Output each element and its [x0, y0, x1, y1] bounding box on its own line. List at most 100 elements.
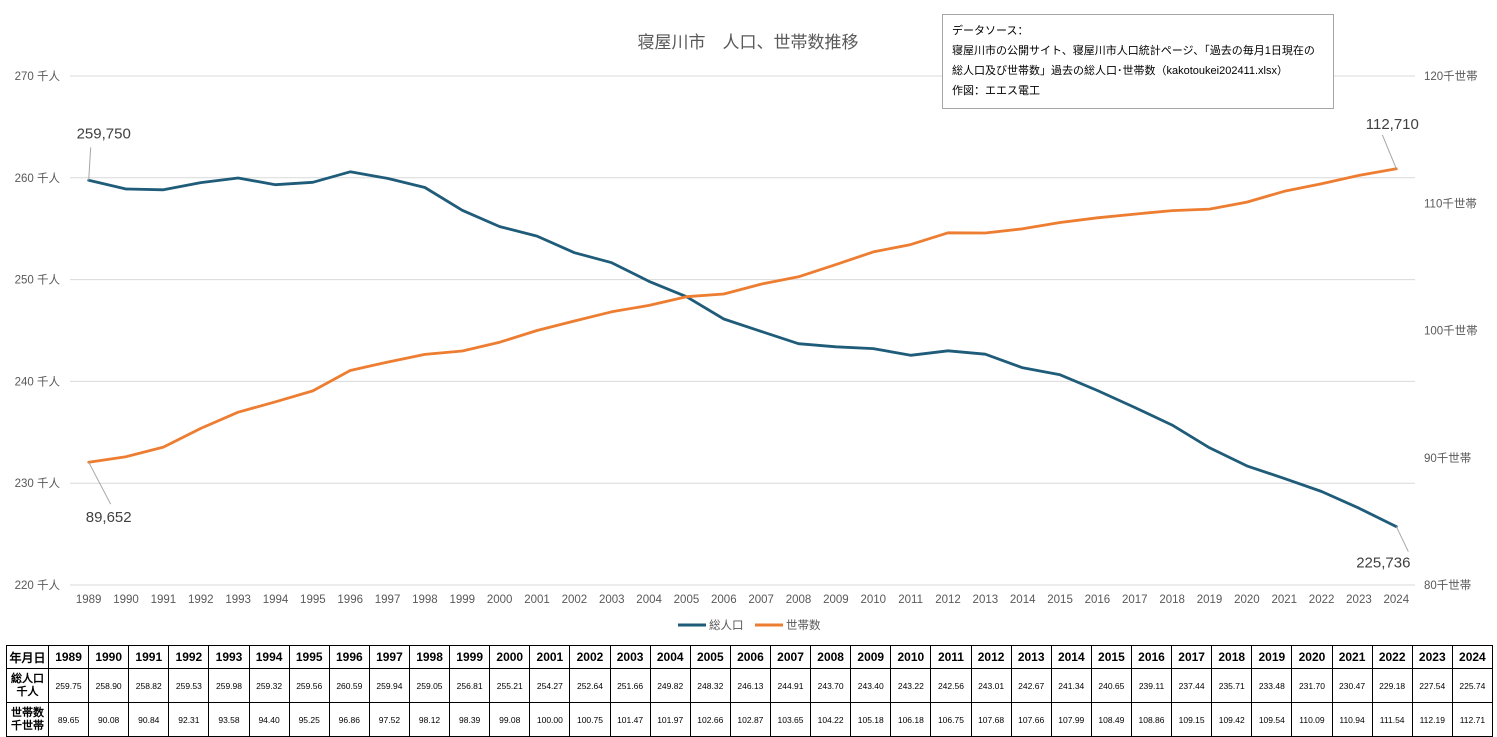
- source-line-1: データソース：: [952, 25, 1029, 37]
- y-left-tick-label: 270 千人: [15, 70, 61, 83]
- table-year-header: 2022: [1371, 645, 1413, 669]
- y-left-tick-label: 240 千人: [15, 375, 61, 388]
- table-cell-households: 98.12: [408, 702, 451, 737]
- table-cell-population: 230.47: [1331, 668, 1373, 703]
- table-year-header: 2009: [850, 645, 892, 669]
- x-tick-label: 1998: [412, 594, 438, 606]
- y-right-tick-label: 100千世帯: [1424, 325, 1478, 338]
- table-cell-population: 244.91: [769, 668, 812, 703]
- table-cell-population: 243.01: [970, 668, 1012, 703]
- gridlines: [70, 75, 1415, 586]
- series-lines: [87, 167, 1398, 528]
- x-tick-label: 2007: [748, 594, 774, 606]
- x-tick-label: 2003: [599, 594, 625, 606]
- table-year-header: 2001: [529, 645, 571, 669]
- table-cell-population: 233.48: [1251, 668, 1293, 703]
- table-year-header: 2002: [569, 645, 611, 669]
- x-tick-label: 2021: [1271, 594, 1297, 606]
- data-label: 225,736: [1356, 555, 1410, 572]
- table-cell-population: 243.40: [850, 668, 892, 703]
- table-cell-households: 106.75: [930, 702, 972, 737]
- table-cell-population: 229.18: [1371, 668, 1413, 703]
- table-cell-households: 107.68: [970, 702, 1012, 737]
- table-cell-households: 102.87: [729, 702, 771, 737]
- table-cell-population: 231.70: [1291, 668, 1333, 703]
- x-axis: 1989 1990 1991 1992 1993 1994 1995 1996 1997 1998…: [76, 594, 1410, 606]
- table-cell-households: 109.54: [1251, 702, 1293, 737]
- x-tick-label: 2010: [860, 594, 886, 606]
- y-axis-right: 120千世帯 110千世帯 100千世帯 90千世帯 80千世帯: [1424, 70, 1478, 592]
- table-cell-population: 237.44: [1171, 668, 1213, 703]
- x-tick-label: 2011: [898, 594, 923, 606]
- table-cell-households: 110.94: [1331, 702, 1373, 737]
- table-year-header: 1997: [368, 645, 410, 669]
- table-year-header: 2003: [609, 645, 651, 669]
- x-tick-label: 2016: [1085, 594, 1111, 606]
- table-cell-population: 227.54: [1411, 668, 1453, 703]
- households-line: [87, 167, 1398, 464]
- table-cell-households: 109.15: [1171, 702, 1213, 737]
- y-left-tick-label: 220 千人: [15, 579, 61, 592]
- table-cell-households: 97.52: [368, 702, 410, 737]
- data-label: 89,652: [86, 509, 132, 526]
- x-tick-label: 1999: [449, 594, 475, 606]
- y-left-tick-label: 250 千人: [15, 274, 61, 287]
- chart: 寝屋川市 人口、世帯数推移 270 千人 260 千人 250 千人 240 千人 23…: [15, 32, 1478, 632]
- chart-title: 寝屋川市 人口、世帯数推移: [638, 32, 859, 52]
- table-cell-households: 106.18: [890, 702, 932, 737]
- row-label-pop-b: 千人: [16, 685, 39, 698]
- data-annotations: 259,750 89,652 112,710 225,736: [77, 116, 1419, 572]
- table-cell-households: 103.65: [769, 702, 812, 737]
- table-year-header: 1995: [288, 645, 330, 669]
- table-year-header: 1989: [47, 645, 90, 669]
- table-cell-population: 259.56: [288, 668, 330, 703]
- y-axis-left: 270 千人 260 千人 250 千人 240 千人 230 千人 220 千人: [15, 70, 61, 592]
- x-tick-label: 1991: [151, 594, 177, 606]
- table-cell-population: 259.94: [368, 668, 410, 703]
- table-cell-population: 259.53: [168, 668, 210, 703]
- x-tick-label: 2008: [786, 594, 812, 606]
- data-label: 259,750: [77, 125, 131, 142]
- table-year-header: 2012: [970, 645, 1012, 669]
- data-table: 年月日 1989 1990 1991 1992 1993 1994 1995 1996 1997…: [6, 645, 1493, 737]
- x-tick-label: 2022: [1309, 594, 1335, 606]
- x-tick-label: 2014: [1010, 594, 1036, 606]
- table-cell-population: 239.11: [1130, 668, 1173, 703]
- y-right-tick-label: 120千世帯: [1424, 70, 1478, 83]
- table-header-label: 年月日: [6, 645, 49, 669]
- table-cell-population: 255.21: [489, 668, 531, 703]
- table-cell-population: 249.82: [649, 668, 691, 703]
- x-tick-label: 2000: [487, 594, 513, 606]
- table-year-header: 1996: [328, 645, 370, 669]
- x-tick-label: 2005: [674, 594, 700, 606]
- row-label-hh-b: 千世帯: [11, 719, 44, 732]
- table-cell-population: 225.74: [1451, 668, 1493, 703]
- table-year-header: 1994: [248, 645, 290, 669]
- table-cell-households: 94.40: [248, 702, 290, 737]
- table-cell-households: 112.19: [1411, 702, 1453, 737]
- row-label-pop-a: 総人口: [11, 672, 44, 685]
- table-year-header: 1998: [408, 645, 451, 669]
- population-line: [87, 170, 1398, 528]
- table-cell-population: 246.13: [729, 668, 771, 703]
- table-row-label-households: 世帯数 千世帯: [6, 702, 49, 737]
- x-tick-label: 2015: [1047, 594, 1073, 606]
- x-tick-label: 2024: [1384, 594, 1410, 606]
- table-cell-population: 258.82: [128, 668, 170, 703]
- table-year-header: 2015: [1090, 645, 1132, 669]
- table-cell-population: 251.66: [609, 668, 651, 703]
- x-tick-label: 1997: [375, 594, 401, 606]
- x-tick-label: 1992: [188, 594, 214, 606]
- x-tick-label: 2019: [1197, 594, 1223, 606]
- y-left-tick-label: 260 千人: [15, 172, 61, 185]
- table-year-header: 2005: [689, 645, 731, 669]
- table-year-header: 2021: [1331, 645, 1373, 669]
- table-year-header: 2013: [1010, 645, 1052, 669]
- table-year-header: 2004: [649, 645, 691, 669]
- table-cell-population: 259.75: [47, 668, 90, 703]
- table-year-header: 2017: [1171, 645, 1213, 669]
- table-cell-households: 90.84: [128, 702, 170, 737]
- table-cell-households: 112.71: [1451, 702, 1493, 737]
- x-tick-label: 2006: [711, 594, 737, 606]
- table-cell-population: 242.67: [1010, 668, 1052, 703]
